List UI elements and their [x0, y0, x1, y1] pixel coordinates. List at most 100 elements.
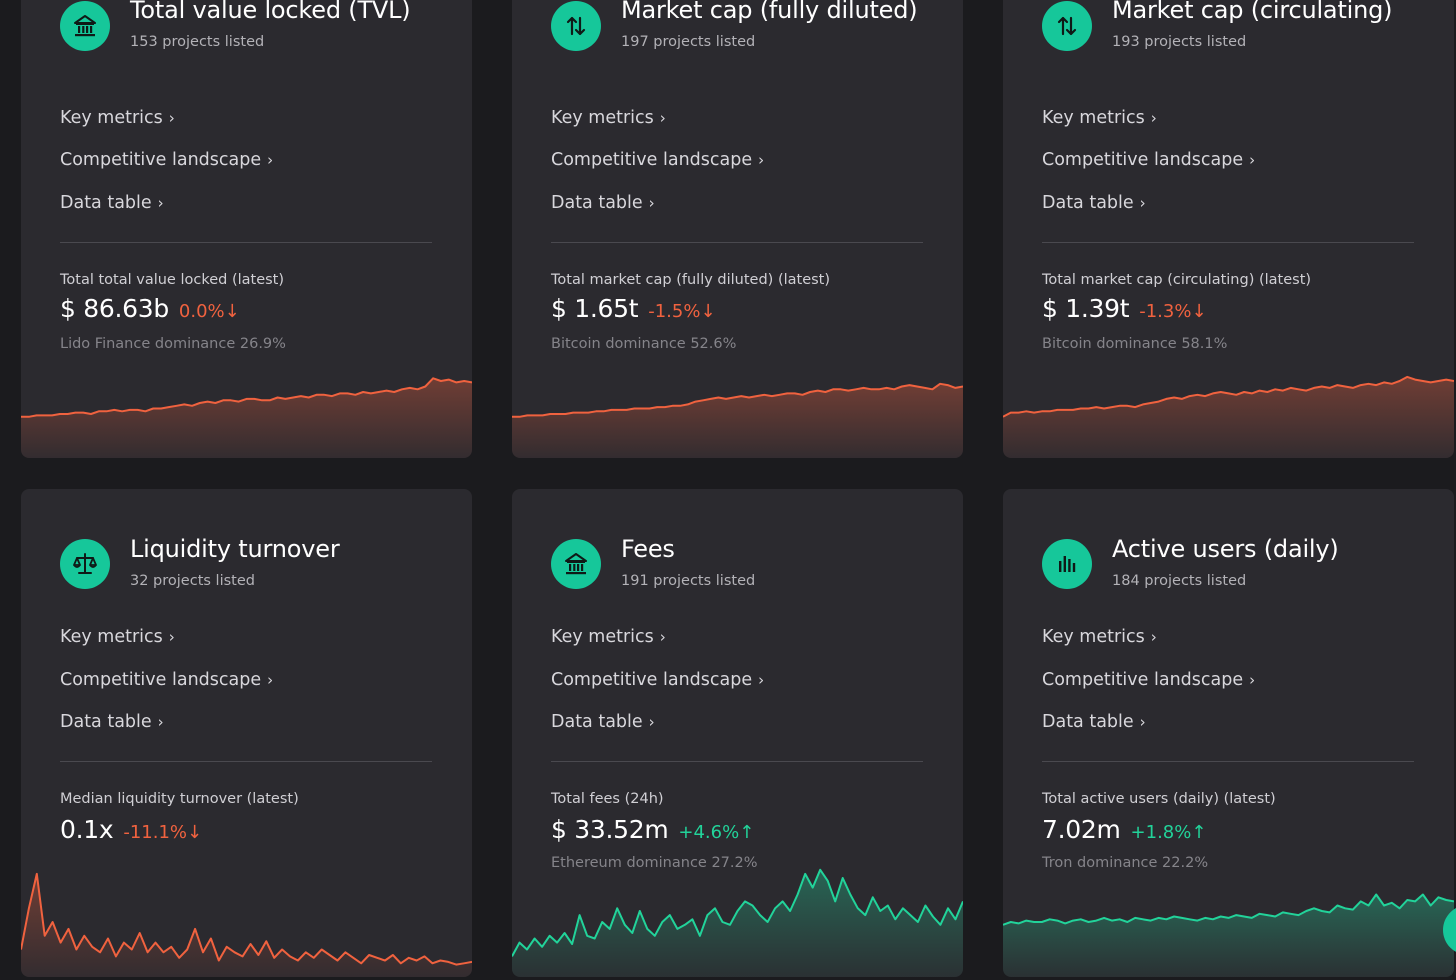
chevron-right-icon: ›: [1139, 194, 1146, 212]
metric-row: $ 1.39t -1.3%↓: [1042, 294, 1207, 323]
metric-change: -1.3%↓: [1139, 301, 1207, 322]
chevron-right-icon: ›: [758, 671, 765, 689]
metric-label: Total active users (daily) (latest): [1042, 791, 1276, 807]
bank-icon: [60, 1, 110, 51]
arrows-updown-icon: [1042, 1, 1092, 51]
metric-value: $ 33.52m: [551, 815, 669, 844]
key-metrics-link[interactable]: Key metrics ›: [1042, 627, 1157, 647]
projects-count: 193 projects listed: [1112, 34, 1247, 50]
metric-row: 0.1x -11.1%↓: [60, 815, 202, 844]
metric-change: 0.0%↓: [178, 301, 240, 322]
dominance-text: Tron dominance 22.2%: [1042, 855, 1209, 871]
metric-value: $ 1.65t: [551, 294, 639, 323]
data-table-link[interactable]: Data table ›: [1042, 193, 1146, 213]
data-table-link[interactable]: Data table ›: [551, 712, 655, 732]
metric-row: $ 86.63b 0.0%↓: [60, 294, 240, 323]
metric-value: $ 1.39t: [1042, 294, 1130, 323]
card-title: Total value locked (TVL): [130, 0, 411, 24]
sparkline-chart: [21, 377, 472, 458]
chevron-right-icon: ›: [659, 628, 666, 646]
competitive-landscape-link[interactable]: Competitive landscape ›: [1042, 670, 1256, 690]
metric-label: Total market cap (circulating) (latest): [1042, 272, 1312, 288]
competitive-landscape-link[interactable]: Competitive landscape ›: [1042, 150, 1256, 170]
metric-value: $ 86.63b: [60, 294, 169, 323]
data-table-link[interactable]: Data table ›: [60, 712, 164, 732]
bar-chart-icon: [1042, 539, 1092, 589]
chevron-right-icon: ›: [168, 109, 175, 127]
chevron-right-icon: ›: [1249, 671, 1256, 689]
dominance-text: Bitcoin dominance 58.1%: [1042, 336, 1228, 352]
sparkline-chart: [1003, 375, 1454, 458]
sparkline-area: [21, 873, 472, 977]
floating-action-button[interactable]: [1443, 905, 1456, 955]
chevron-right-icon: ›: [1139, 713, 1146, 731]
category-card: Market cap (fully diluted) 197 projects …: [512, 0, 963, 458]
data-table-link[interactable]: Data table ›: [551, 193, 655, 213]
sparkline-line: [1003, 893, 1454, 926]
projects-count: 191 projects listed: [621, 573, 756, 589]
scale-icon: [60, 539, 110, 589]
arrows-updown-icon: [551, 1, 601, 51]
data-table-link[interactable]: Data table ›: [60, 193, 164, 213]
competitive-landscape-link[interactable]: Competitive landscape ›: [60, 150, 274, 170]
key-metrics-link[interactable]: Key metrics ›: [551, 627, 666, 647]
chevron-right-icon: ›: [1150, 109, 1157, 127]
category-card: Liquidity turnover 32 projects listed Ke…: [21, 489, 472, 977]
sparkline-chart: [1003, 893, 1454, 977]
chevron-right-icon: ›: [659, 109, 666, 127]
card-title: Market cap (fully diluted): [621, 0, 918, 24]
sparkline-line: [1003, 375, 1454, 418]
chevron-right-icon: ›: [648, 713, 655, 731]
sparkline-chart: [21, 872, 472, 977]
divider: [1042, 242, 1414, 243]
chevron-right-icon: ›: [1150, 628, 1157, 646]
metric-row: $ 33.52m +4.6%↑: [551, 815, 754, 844]
sparkline-chart: [512, 868, 963, 977]
sparkline-line: [21, 872, 472, 966]
chevron-right-icon: ›: [1249, 151, 1256, 169]
category-card: Fees 191 projects listed Key metrics › Co…: [512, 489, 963, 977]
chevron-right-icon: ›: [157, 713, 164, 731]
projects-count: 32 projects listed: [130, 573, 255, 589]
sparkline-area: [512, 383, 963, 458]
sparkline-line: [21, 377, 472, 418]
category-card: Active users (daily) 184 projects listed…: [1003, 489, 1454, 977]
projects-count: 153 projects listed: [130, 34, 265, 50]
card-title: Liquidity turnover: [130, 535, 340, 563]
divider: [1042, 761, 1414, 762]
divider: [60, 242, 432, 243]
sparkline-area: [21, 378, 472, 458]
dominance-text: Bitcoin dominance 52.6%: [551, 336, 737, 352]
metric-change: +1.8%↑: [1130, 822, 1207, 843]
divider: [551, 242, 923, 243]
chevron-right-icon: ›: [267, 151, 274, 169]
card-title: Market cap (circulating): [1112, 0, 1393, 24]
competitive-landscape-link[interactable]: Competitive landscape ›: [551, 150, 765, 170]
metric-change: +4.6%↑: [678, 822, 755, 843]
sparkline-area: [1003, 376, 1454, 458]
chevron-right-icon: ›: [648, 194, 655, 212]
key-metrics-link[interactable]: Key metrics ›: [1042, 108, 1157, 128]
key-metrics-link[interactable]: Key metrics ›: [551, 108, 666, 128]
divider: [60, 761, 432, 762]
category-card: Total value locked (TVL) 153 projects li…: [21, 0, 472, 458]
projects-count: 184 projects listed: [1112, 573, 1247, 589]
sparkline-area: [1003, 894, 1454, 977]
metric-row: 7.02m +1.8%↑: [1042, 815, 1206, 844]
key-metrics-link[interactable]: Key metrics ›: [60, 627, 175, 647]
data-table-link[interactable]: Data table ›: [1042, 712, 1146, 732]
sparkline-line: [512, 868, 963, 957]
competitive-landscape-link[interactable]: Competitive landscape ›: [551, 670, 765, 690]
metric-label: Median liquidity turnover (latest): [60, 791, 299, 807]
metric-label: Total fees (24h): [551, 791, 664, 807]
chevron-right-icon: ›: [157, 194, 164, 212]
key-metrics-link[interactable]: Key metrics ›: [60, 108, 175, 128]
competitive-landscape-link[interactable]: Competitive landscape ›: [60, 670, 274, 690]
dominance-text: Ethereum dominance 27.2%: [551, 855, 758, 871]
category-card: Market cap (circulating) 193 projects li…: [1003, 0, 1454, 458]
card-title: Fees: [621, 535, 675, 563]
metric-row: $ 1.65t -1.5%↓: [551, 294, 716, 323]
chevron-right-icon: ›: [758, 151, 765, 169]
metric-label: Total total value locked (latest): [60, 272, 285, 288]
metric-value: 7.02m: [1042, 815, 1121, 844]
